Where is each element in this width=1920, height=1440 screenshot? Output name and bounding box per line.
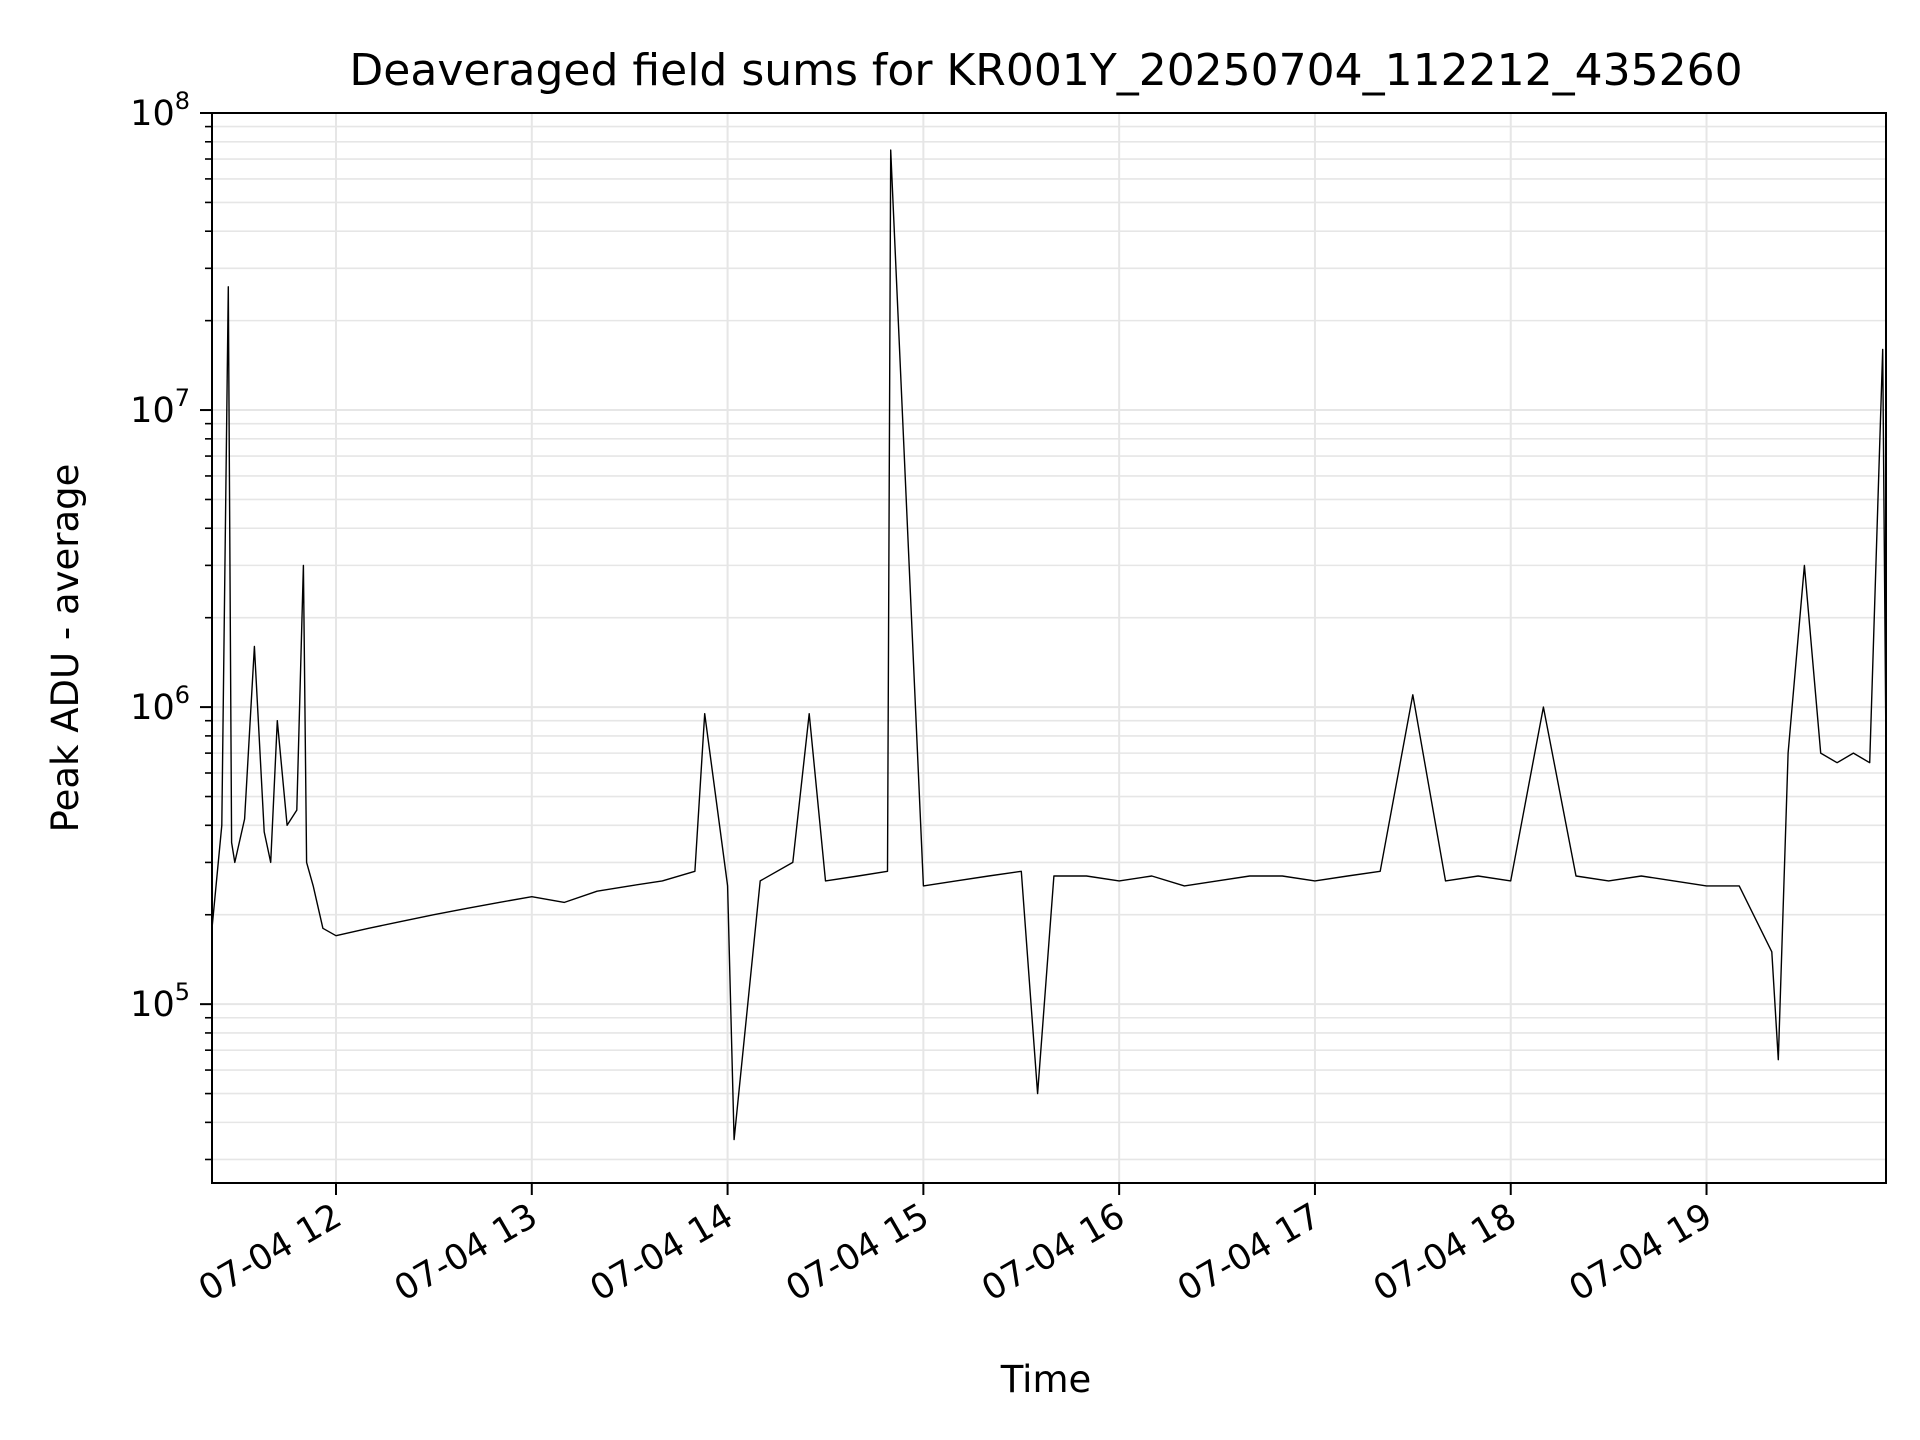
y-tick-exponent: 7 xyxy=(175,384,190,412)
y-tick-exponent: 8 xyxy=(175,87,190,115)
x-axis-label: Time xyxy=(1000,1358,1092,1401)
y-tick-label: 106 xyxy=(130,681,190,728)
y-axis-label: Peak ADU - average xyxy=(44,464,87,833)
plot-frame xyxy=(211,112,1887,1184)
chart-title: Deaveraged field sums for KR001Y_2025070… xyxy=(349,45,1742,96)
y-tick-label: 108 xyxy=(130,87,190,134)
series-line xyxy=(211,149,1887,1141)
data-series xyxy=(211,149,1887,1141)
y-tick-exponent: 6 xyxy=(175,681,190,709)
y-tick-exponent: 5 xyxy=(175,978,190,1006)
